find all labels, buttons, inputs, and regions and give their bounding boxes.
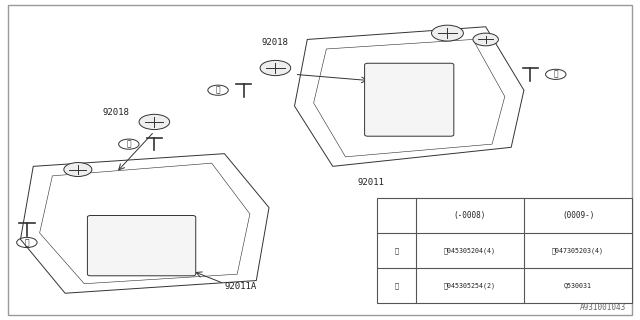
FancyBboxPatch shape — [378, 198, 632, 303]
Text: ②: ② — [216, 86, 220, 95]
Text: Ⓢ045305204(4): Ⓢ045305204(4) — [444, 247, 496, 254]
Text: 92018: 92018 — [262, 38, 289, 47]
Text: ②: ② — [127, 140, 131, 148]
Text: (-0008): (-0008) — [454, 211, 486, 220]
Circle shape — [431, 25, 463, 41]
FancyBboxPatch shape — [88, 215, 196, 276]
Text: A931001043: A931001043 — [580, 303, 626, 312]
Text: 92011: 92011 — [358, 178, 385, 187]
Text: ①: ① — [554, 70, 558, 79]
Text: ①: ① — [394, 247, 399, 254]
Text: (0009-): (0009-) — [562, 211, 595, 220]
Text: ②: ② — [394, 282, 399, 289]
FancyBboxPatch shape — [365, 63, 454, 136]
Circle shape — [260, 60, 291, 76]
Circle shape — [139, 114, 170, 130]
Circle shape — [64, 163, 92, 177]
Text: 92011A: 92011A — [225, 282, 257, 292]
Text: Ⓢ047305203(4): Ⓢ047305203(4) — [552, 247, 604, 254]
Text: Q530031: Q530031 — [564, 282, 592, 288]
Circle shape — [473, 33, 499, 46]
Text: ①: ① — [24, 238, 29, 247]
Text: 92018: 92018 — [102, 108, 129, 117]
Text: Ⓢ045305254(2): Ⓢ045305254(2) — [444, 282, 496, 289]
